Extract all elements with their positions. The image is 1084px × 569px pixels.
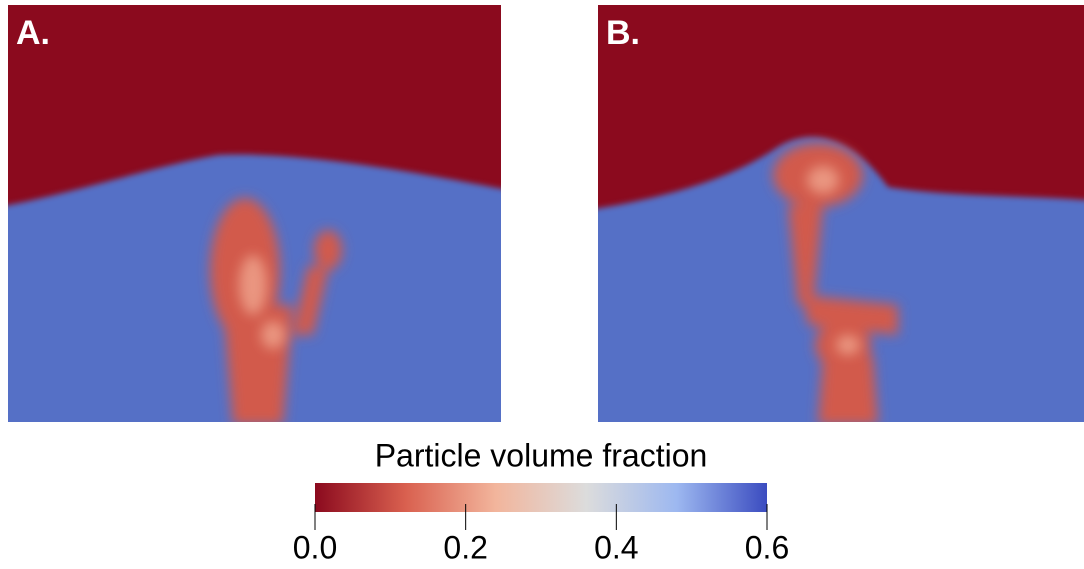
tick-label: 0.4 — [594, 529, 638, 565]
colorbar — [315, 483, 767, 512]
tick-label: 0.0 — [293, 529, 337, 565]
tick-label: 0.2 — [443, 529, 487, 565]
colorbar-title: Particle volume fraction — [375, 437, 708, 473]
tick-label: 0.6 — [745, 529, 789, 565]
panel-label: A. — [16, 14, 50, 52]
panel-b: B. — [598, 5, 1084, 422]
panel-a: A. — [8, 5, 501, 422]
panel-label: B. — [606, 14, 640, 52]
colorbar-ticks: 0.0 0.2 0.4 0.6 — [293, 504, 789, 565]
